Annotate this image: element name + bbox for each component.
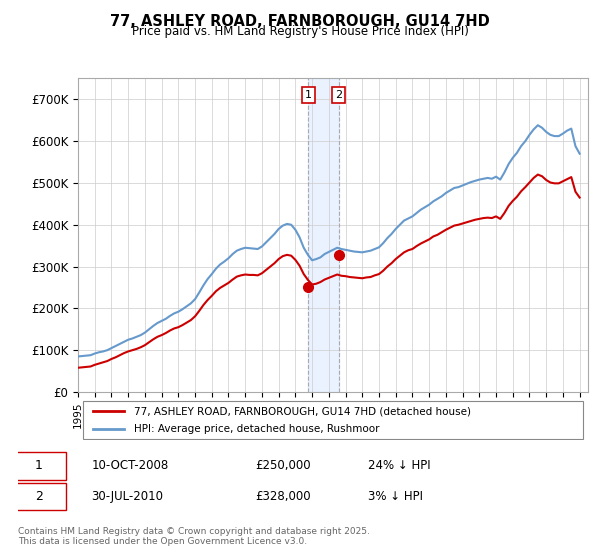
Text: 77, ASHLEY ROAD, FARNBOROUGH, GU14 7HD (detached house): 77, ASHLEY ROAD, FARNBOROUGH, GU14 7HD (…	[134, 407, 471, 417]
Text: 1: 1	[35, 459, 43, 473]
Bar	[308, 78, 338, 392]
Text: £250,000: £250,000	[255, 459, 311, 473]
FancyBboxPatch shape	[13, 483, 66, 510]
Text: 24% ↓ HPI: 24% ↓ HPI	[368, 459, 430, 473]
Text: 2: 2	[35, 489, 43, 503]
Text: 3% ↓ HPI: 3% ↓ HPI	[368, 489, 422, 503]
Text: 1: 1	[305, 90, 312, 100]
Text: Contains HM Land Registry data © Crown copyright and database right 2025.
This d: Contains HM Land Registry data © Crown c…	[18, 526, 370, 546]
Text: 2: 2	[335, 90, 342, 100]
Text: £328,000: £328,000	[255, 489, 311, 503]
Text: HPI: Average price, detached house, Rushmoor: HPI: Average price, detached house, Rush…	[134, 423, 380, 433]
Text: 77, ASHLEY ROAD, FARNBOROUGH, GU14 7HD: 77, ASHLEY ROAD, FARNBOROUGH, GU14 7HD	[110, 14, 490, 29]
FancyBboxPatch shape	[83, 401, 583, 439]
FancyBboxPatch shape	[13, 452, 66, 479]
Text: 10-OCT-2008: 10-OCT-2008	[91, 459, 169, 473]
Text: Price paid vs. HM Land Registry's House Price Index (HPI): Price paid vs. HM Land Registry's House …	[131, 25, 469, 38]
Text: 30-JUL-2010: 30-JUL-2010	[91, 489, 163, 503]
